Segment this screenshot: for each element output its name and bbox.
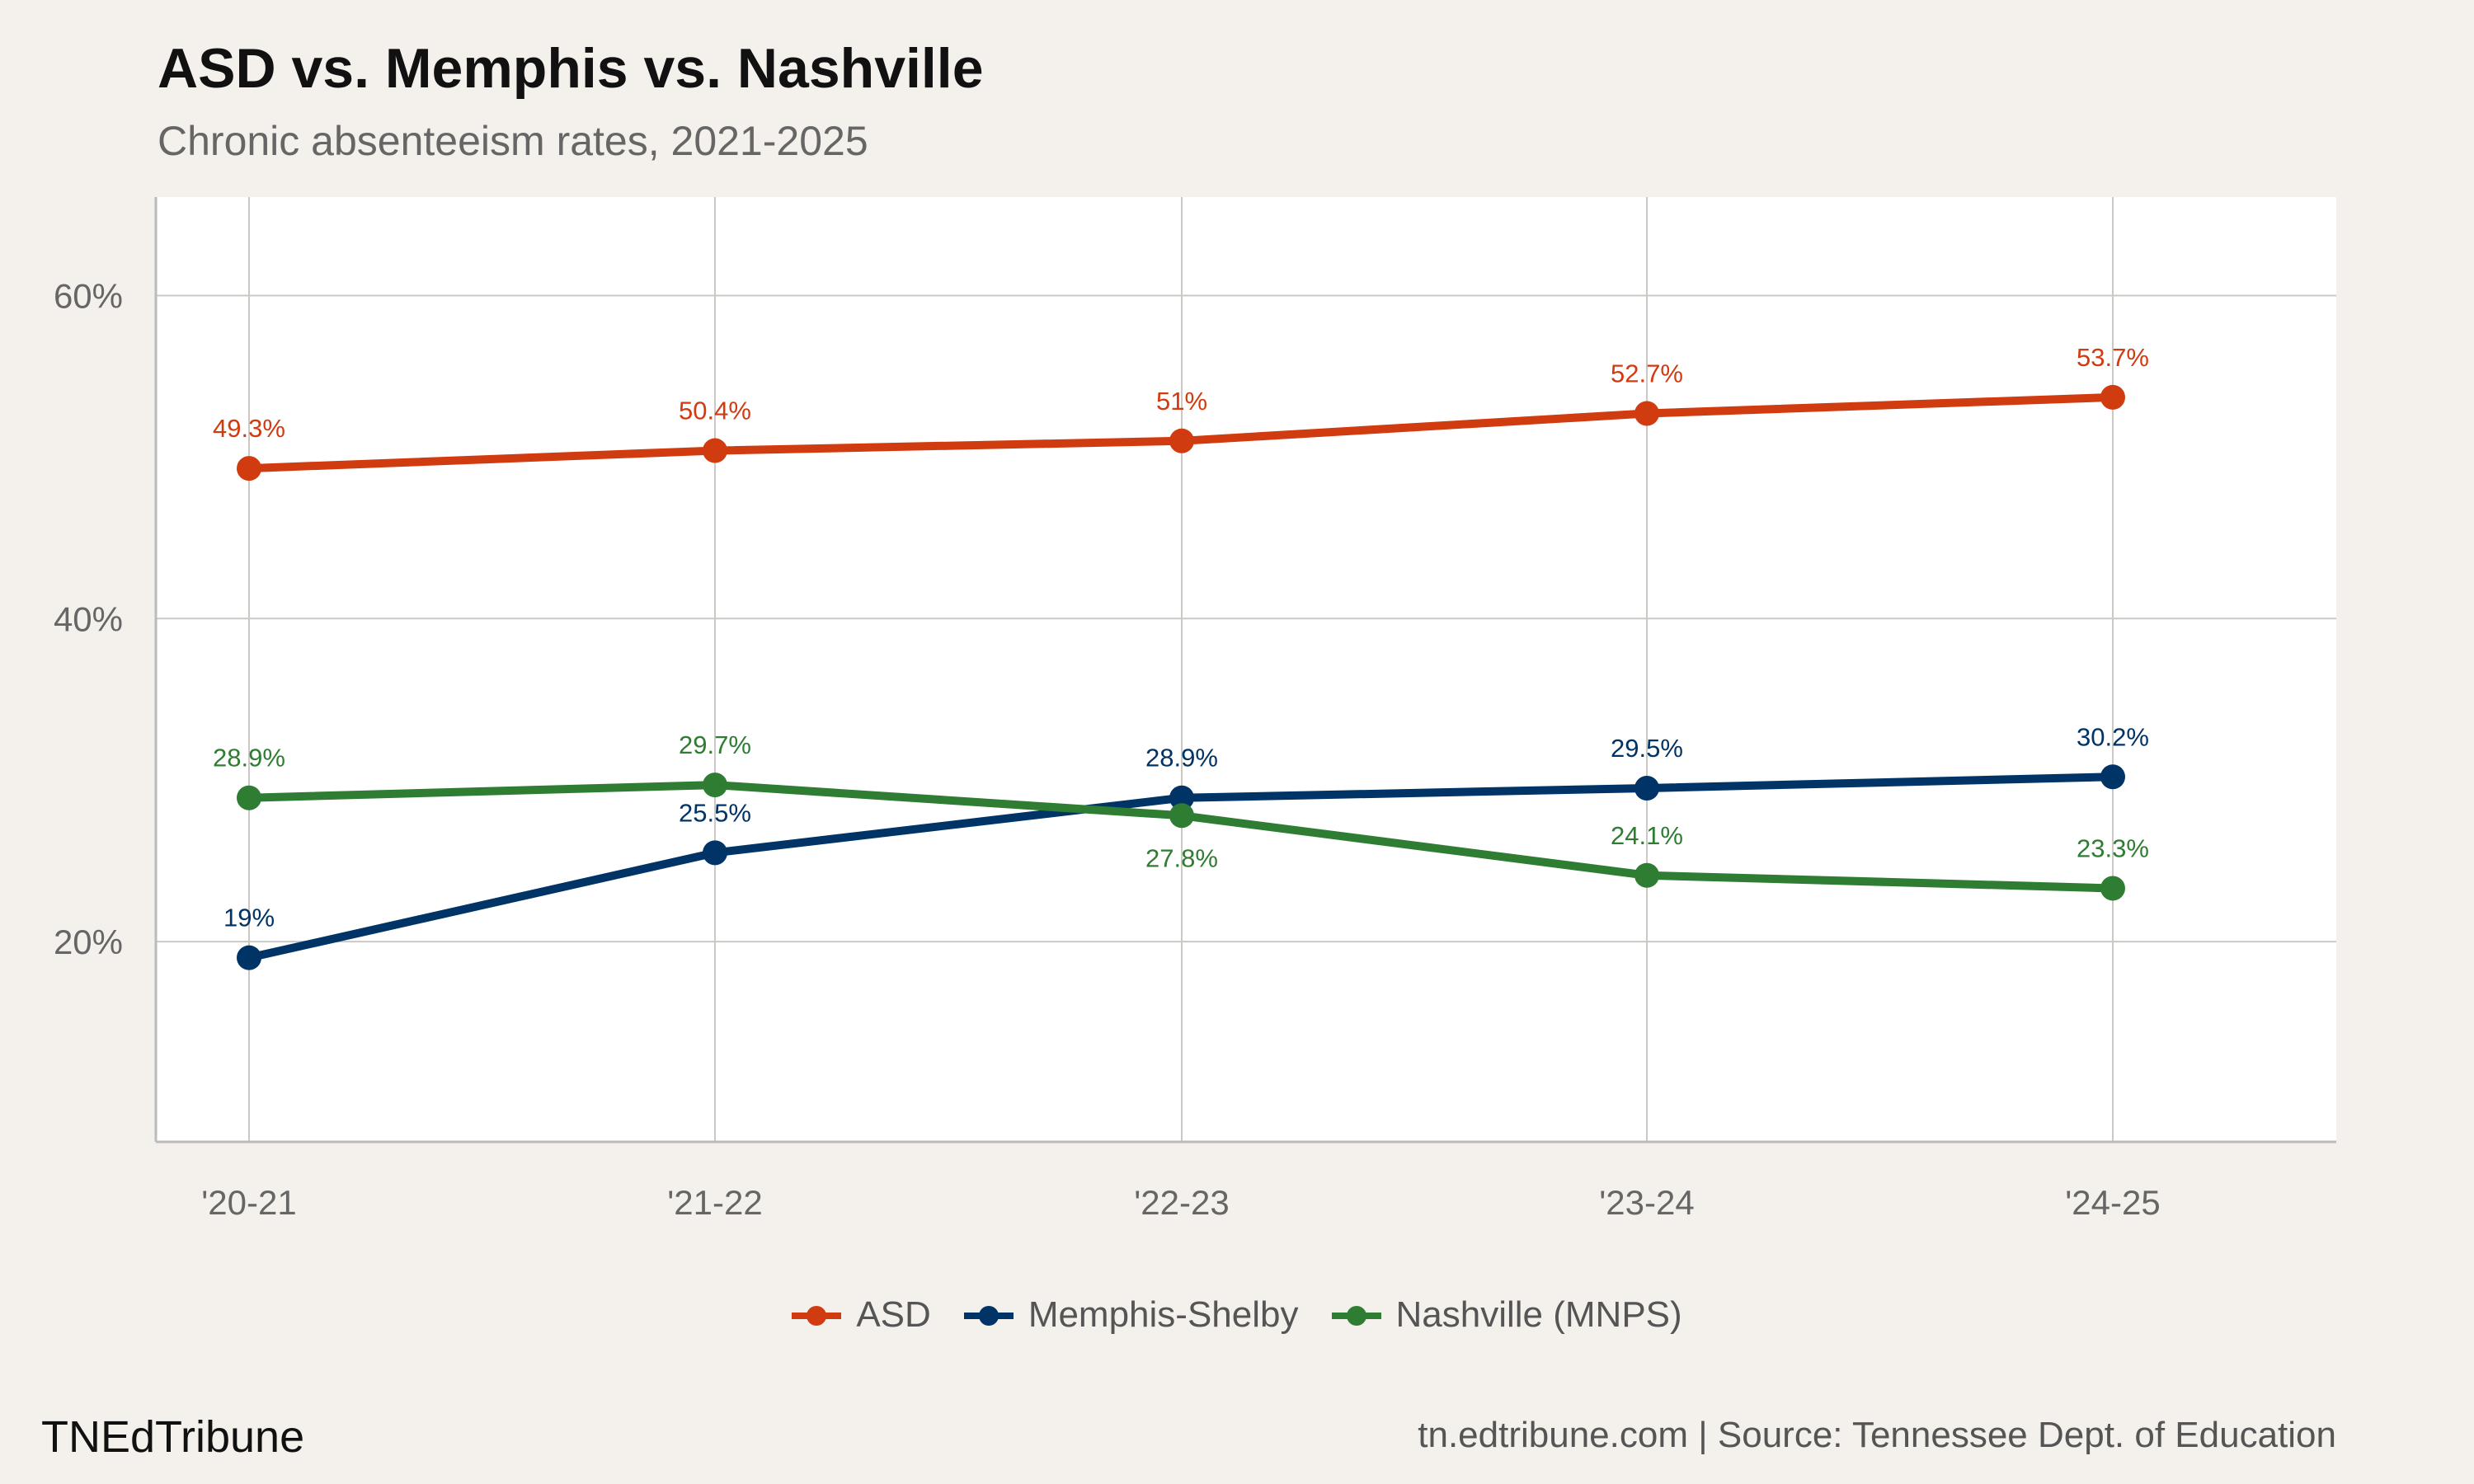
chart-subtitle: Chronic absenteeism rates, 2021-2025	[158, 118, 868, 164]
x-tick-label: '20-21	[201, 1183, 296, 1222]
data-point	[703, 773, 727, 798]
y-tick-label: 40%	[54, 599, 123, 638]
legend-label: ASD	[856, 1294, 931, 1335]
legend-item-nashville: Nashville (MNPS)	[1331, 1294, 1682, 1336]
data-point	[2100, 876, 2125, 901]
data-label: 24.1%	[1611, 821, 1683, 850]
data-point	[2100, 384, 2125, 410]
legend-key-nashville	[1331, 1298, 1381, 1331]
data-label: 50.4%	[679, 397, 751, 425]
legend-key-memphis	[963, 1298, 1014, 1331]
legend: ASD Memphis-Shelby Nashville (MNPS)	[0, 1294, 2474, 1336]
legend-item-memphis: Memphis-Shelby	[963, 1294, 1299, 1336]
x-tick-label: '22-23	[1134, 1183, 1229, 1222]
data-label: 29.5%	[1611, 734, 1683, 763]
legend-key-asd	[792, 1298, 842, 1331]
legend-item-asd: ASD	[792, 1294, 931, 1336]
data-label: 28.9%	[213, 744, 285, 773]
data-label: 28.9%	[1145, 744, 1218, 773]
data-point	[237, 785, 261, 810]
data-label: 49.3%	[213, 414, 285, 443]
data-label: 29.7%	[679, 730, 751, 759]
x-tick-label: '21-22	[667, 1183, 762, 1222]
data-point	[1169, 428, 1194, 453]
y-tick-label: 20%	[54, 923, 123, 961]
data-point	[237, 456, 261, 481]
source-note: tn.edtribune.com | Source: Tennessee Dep…	[1418, 1415, 2336, 1455]
data-label: 25.5%	[679, 798, 751, 827]
data-point	[703, 840, 727, 866]
plot-panel	[156, 197, 2336, 1142]
legend-label: Memphis-Shelby	[1028, 1294, 1299, 1335]
data-label: 52.7%	[1611, 359, 1683, 388]
data-point	[2100, 764, 2125, 790]
legend-label: Nashville (MNPS)	[1395, 1294, 1682, 1335]
data-point	[237, 945, 261, 970]
data-point	[1169, 785, 1194, 810]
data-point	[1634, 775, 1659, 801]
chart-title: ASD vs. Memphis vs. Nashville	[158, 37, 984, 100]
data-label: 23.3%	[2077, 834, 2149, 862]
data-label: 51%	[1156, 387, 1207, 416]
data-point	[1169, 803, 1194, 829]
data-label: 53.7%	[2077, 343, 2149, 372]
data-point	[1634, 401, 1659, 426]
data-label: 30.2%	[2077, 722, 2149, 751]
x-tick-label: '24-25	[2065, 1183, 2160, 1222]
x-tick-label: '23-24	[1599, 1183, 1694, 1222]
brand-logo-text: TNEdTribune	[41, 1412, 305, 1462]
data-point	[1634, 862, 1659, 888]
data-label: 19%	[223, 904, 275, 932]
y-tick-label: 60%	[54, 276, 123, 315]
data-point	[703, 438, 727, 463]
data-label: 27.8%	[1145, 843, 1218, 872]
